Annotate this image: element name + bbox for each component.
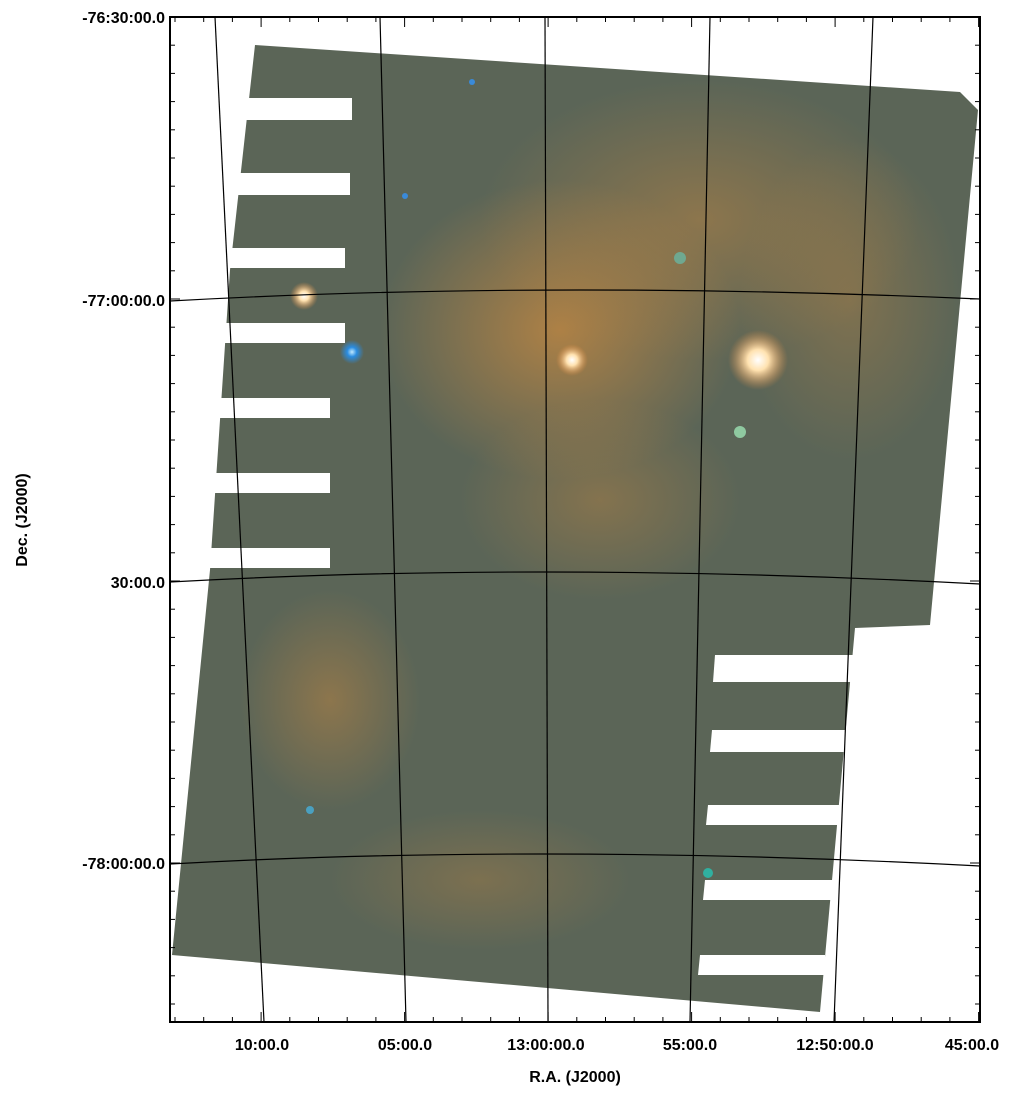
y-tick-label: -77:00:00.0 <box>82 293 165 310</box>
sky-figure: -76:30:00.0 -77:00:00.0 30:00.0 -78:00:0… <box>0 0 1016 1090</box>
y-tick-label: -76:30:00.0 <box>82 10 165 27</box>
x-tick-label: 45:00.0 <box>945 1037 999 1054</box>
x-tick-label: 10:00.0 <box>235 1037 289 1054</box>
x-tick-label: 12:50:00.0 <box>796 1037 873 1054</box>
page: -76:30:00.0 -77:00:00.0 30:00.0 -78:00:0… <box>0 0 1016 1095</box>
image <box>172 45 978 1012</box>
x-tick-label: 13:00:00.0 <box>507 1037 584 1054</box>
y-tick-label: -78:00:00.0 <box>82 856 165 873</box>
x-tick-label: 55:00.0 <box>663 1037 717 1054</box>
x-axis-label: R.A. (J2000) <box>529 1069 621 1086</box>
y-tick-label: 30:00.0 <box>111 575 165 592</box>
y-axis-label: Dec. (J2000) <box>14 473 31 566</box>
x-tick-label: 05:00.0 <box>378 1037 432 1054</box>
